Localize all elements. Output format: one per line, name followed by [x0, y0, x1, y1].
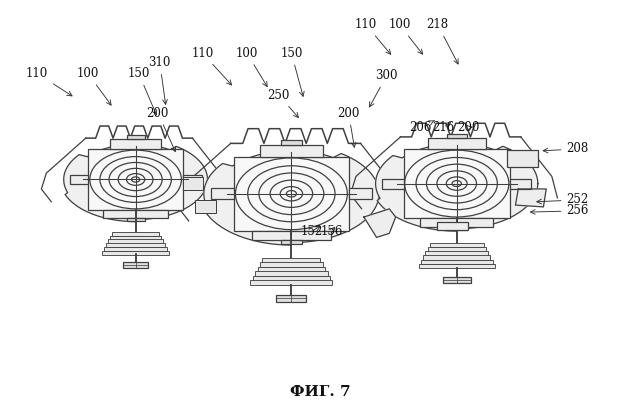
Bar	[437, 222, 468, 230]
Bar	[234, 157, 349, 231]
Text: ФИГ. 7: ФИГ. 7	[290, 384, 350, 398]
Text: 110: 110	[355, 18, 390, 54]
Text: 310: 310	[148, 56, 171, 104]
Bar	[447, 227, 467, 230]
Text: 252: 252	[537, 193, 589, 206]
Bar	[262, 258, 321, 263]
Text: 300: 300	[369, 69, 398, 107]
Bar	[419, 264, 495, 269]
Bar	[250, 280, 332, 286]
Bar	[112, 232, 159, 236]
Text: 152: 152	[301, 225, 323, 238]
Bar	[428, 247, 486, 252]
Bar	[280, 140, 302, 145]
Polygon shape	[515, 189, 546, 207]
Text: 110: 110	[191, 47, 232, 85]
Bar	[423, 255, 490, 260]
Bar	[110, 139, 161, 149]
Bar	[430, 243, 484, 248]
Text: 250: 250	[268, 89, 298, 117]
Text: 206: 206	[409, 120, 435, 134]
Bar	[102, 250, 170, 255]
Bar	[70, 175, 88, 184]
Bar	[127, 218, 145, 221]
Bar	[421, 260, 493, 264]
Text: 200: 200	[337, 107, 360, 147]
Bar	[104, 210, 168, 218]
Bar	[260, 145, 323, 157]
Bar	[88, 149, 183, 210]
Text: 208: 208	[543, 143, 589, 155]
Bar	[510, 178, 531, 189]
Bar	[382, 178, 404, 189]
Bar	[443, 277, 470, 283]
Bar	[349, 188, 372, 199]
Text: 110: 110	[26, 67, 72, 96]
Text: 256: 256	[531, 204, 589, 218]
Bar	[420, 218, 493, 227]
Bar	[106, 243, 165, 247]
Bar	[124, 262, 148, 268]
Bar	[426, 251, 488, 256]
Bar	[252, 231, 331, 240]
Bar	[280, 240, 302, 244]
Bar	[447, 133, 467, 138]
Bar	[428, 138, 486, 150]
Text: 100: 100	[77, 67, 111, 105]
Bar	[507, 150, 538, 167]
Bar	[104, 247, 167, 251]
Polygon shape	[204, 151, 379, 245]
Bar	[276, 295, 307, 302]
Polygon shape	[376, 144, 538, 231]
Bar	[404, 150, 510, 218]
Bar	[255, 271, 328, 276]
Text: 200: 200	[457, 121, 479, 134]
Text: 150: 150	[280, 47, 304, 96]
Bar	[260, 262, 323, 267]
Bar	[195, 200, 216, 213]
Text: 156: 156	[320, 225, 342, 238]
Bar	[183, 175, 202, 184]
Text: 100: 100	[388, 18, 422, 54]
Polygon shape	[64, 144, 207, 222]
Text: 100: 100	[236, 47, 267, 87]
Bar	[108, 239, 163, 243]
Text: 150: 150	[127, 67, 157, 115]
Bar	[110, 236, 161, 240]
Text: 216: 216	[432, 121, 454, 134]
Bar	[253, 276, 330, 281]
Bar	[257, 267, 325, 272]
Bar	[127, 135, 145, 139]
Text: 200: 200	[147, 107, 175, 152]
Text: 218: 218	[427, 18, 458, 64]
Bar	[183, 177, 203, 190]
Polygon shape	[364, 209, 396, 237]
Bar	[211, 188, 234, 199]
